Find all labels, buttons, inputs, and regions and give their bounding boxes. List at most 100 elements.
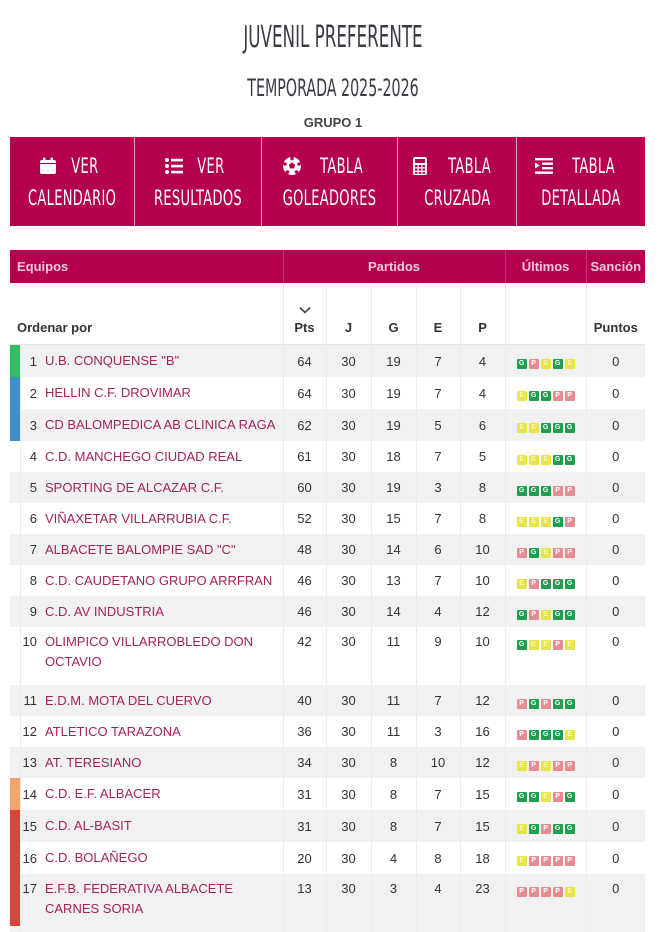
- sanction-points: 0: [586, 472, 645, 503]
- pts-column-label: Pts: [294, 320, 314, 335]
- view-results-button[interactable]: VER RESULTADOS: [135, 137, 262, 226]
- result-badge: E: [541, 548, 551, 558]
- played: 30: [326, 565, 371, 596]
- drawn: 9: [416, 627, 460, 685]
- won: 8: [371, 810, 416, 842]
- result-badge: P: [553, 640, 563, 650]
- position: 17: [20, 874, 42, 932]
- result-badge: P: [517, 548, 527, 558]
- team-link[interactable]: ALBACETE BALOMPIE SAD "C": [45, 542, 236, 557]
- played-column-header[interactable]: J: [326, 283, 371, 345]
- played: 30: [326, 874, 371, 932]
- team-link[interactable]: ATLETICO TARAZONA: [45, 724, 181, 739]
- lost-column-header[interactable]: P: [460, 283, 505, 345]
- team-name-cell: C.D. MANCHEGO CIUDAD REAL: [42, 441, 283, 472]
- cross-table-button[interactable]: TABLA CRUZADA: [398, 137, 517, 226]
- detailed-table-button[interactable]: TABLA DETALLADA: [517, 137, 645, 226]
- result-badge: G: [541, 391, 551, 401]
- sanction-points: 0: [586, 409, 645, 441]
- result-badge: P: [529, 610, 539, 620]
- team-name-cell: CD BALOMPEDICA AB CLINICA RAGA: [42, 409, 283, 441]
- team-link[interactable]: C.D. BOLAÑEGO: [45, 850, 148, 865]
- team-link[interactable]: HELLIN C.F. DROVIMAR: [45, 385, 191, 400]
- team-link[interactable]: E.F.B. FEDERATIVA ALBACETE CARNES SORIA: [45, 881, 233, 916]
- team-link[interactable]: CD BALOMPEDICA AB CLINICA RAGA: [45, 417, 275, 432]
- top-scorers-button[interactable]: TABLA GOLEADORES: [262, 137, 398, 226]
- points: 62: [283, 409, 326, 441]
- result-badge: G: [529, 730, 539, 740]
- team-link[interactable]: SPORTING DE ALCAZAR C.F.: [45, 480, 224, 495]
- sanction-points: 0: [586, 778, 645, 810]
- played: 30: [326, 810, 371, 842]
- chevron-down-icon[interactable]: [299, 306, 311, 314]
- team-link[interactable]: C.D. E.F. ALBACER: [45, 786, 161, 801]
- view-calendar-button[interactable]: VER CALENDARIO: [10, 137, 135, 226]
- last-results-column-header: [505, 283, 586, 345]
- drawn: 7: [416, 377, 460, 409]
- zone-indicator: [10, 810, 20, 842]
- team-name-cell: C.D. CAUDETANO GRUPO ARRFRAN: [42, 565, 283, 596]
- team-link[interactable]: AT. TERESIANO: [45, 755, 141, 770]
- drawn: 8: [416, 842, 460, 874]
- played: 30: [326, 534, 371, 565]
- zone-cell: [10, 685, 20, 716]
- team-link[interactable]: E.D.M. MOTA DEL CUERVO: [45, 693, 212, 708]
- team-link[interactable]: C.D. MANCHEGO CIUDAD REAL: [45, 449, 242, 464]
- position: 2: [20, 377, 42, 409]
- won-column-header[interactable]: G: [371, 283, 416, 345]
- played: 30: [326, 596, 371, 627]
- result-badge: P: [553, 486, 563, 496]
- team-link[interactable]: C.D. AL-BASIT: [45, 818, 132, 833]
- zone-indicator: [10, 842, 20, 874]
- result-badge: G: [553, 579, 563, 589]
- result-badge: G: [565, 824, 575, 834]
- team-link[interactable]: VIÑAXETAR VILLARRUBIA C.F.: [45, 511, 232, 526]
- result-badge: G: [529, 824, 539, 834]
- result-badge: G: [529, 792, 539, 802]
- sanction-points-column-header[interactable]: Puntos: [586, 283, 645, 345]
- team-link[interactable]: C.D. CAUDETANO GRUPO ARRFRAN: [45, 573, 272, 588]
- result-badge: E: [517, 824, 527, 834]
- won: 19: [371, 409, 416, 441]
- result-badge: E: [517, 423, 527, 433]
- sanction-points: 0: [586, 810, 645, 842]
- drawn: 4: [416, 596, 460, 627]
- team-link[interactable]: U.B. CONQUENSE "B": [45, 353, 179, 368]
- result-badge: E: [517, 579, 527, 589]
- drawn: 3: [416, 472, 460, 503]
- position: 11: [20, 685, 42, 716]
- played: 30: [326, 747, 371, 778]
- result-badge: G: [565, 610, 575, 620]
- team-link[interactable]: C.D. AV INDUSTRIA: [45, 604, 164, 619]
- drawn-column-header[interactable]: E: [416, 283, 460, 345]
- result-badge: E: [541, 640, 551, 650]
- team-link[interactable]: OLIMPICO VILLARROBLEDO DON OCTAVIO: [45, 634, 253, 669]
- zone-indicator: [10, 778, 20, 810]
- lost: 8: [460, 472, 505, 503]
- pts-column-header[interactable]: Pts: [283, 283, 326, 345]
